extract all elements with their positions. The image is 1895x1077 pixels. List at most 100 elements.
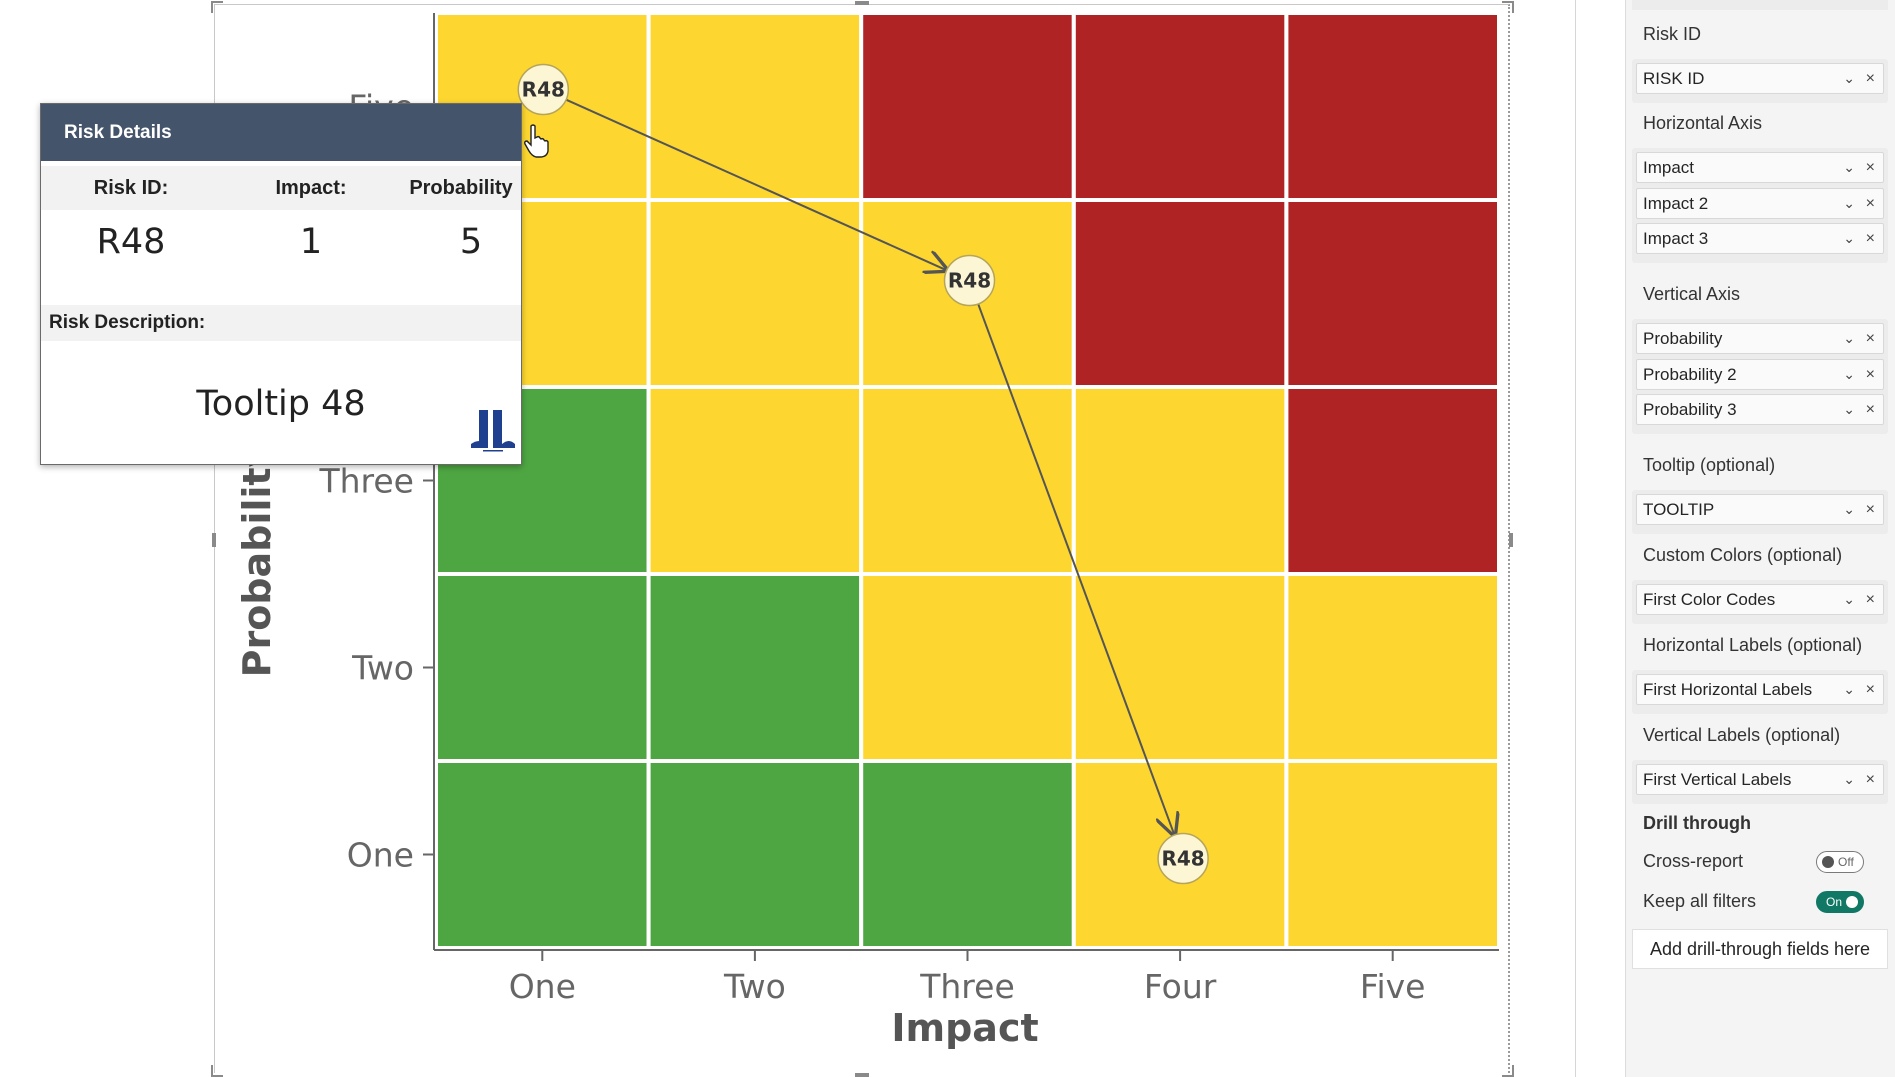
tooltip-risk-id-label: Risk ID: — [41, 166, 221, 210]
tooltip-risk-id-value: R48 — [96, 222, 166, 262]
y-axis-title: Probability — [235, 442, 279, 677]
chevron-down-icon[interactable]: ⌄ — [1843, 159, 1855, 175]
field-pill[interactable]: First Color Codes ⌄ × — [1636, 584, 1884, 615]
matrix-cell — [1071, 11, 1289, 202]
x-tick-label: One — [509, 967, 576, 1006]
risk-bubble[interactable]: R48 — [517, 63, 570, 116]
close-icon[interactable]: × — [1865, 365, 1875, 383]
field-pill[interactable]: First Vertical Labels ⌄ × — [1636, 764, 1884, 795]
visualizations-field-pane: Risk ID RISK ID ⌄ × Horizontal Axis Impact ⌄ × I… — [1625, 0, 1895, 1077]
risk-bubble-label: R48 — [948, 269, 991, 293]
risk-details-tooltip: Risk Details Risk ID: Impact: Probabilit… — [40, 103, 522, 465]
field-pill[interactable]: Impact 2 ⌄ × — [1636, 187, 1884, 219]
drill-through-title: Drill through — [1643, 813, 1751, 833]
x-tick-label: Three — [919, 967, 1015, 1006]
field-well[interactable]: Impact ⌄ × Impact 2 ⌄ × Impact 3 ⌄ × — [1632, 148, 1888, 263]
hand-cursor-icon — [524, 124, 549, 158]
matrix-cell — [859, 759, 1076, 950]
section-label: Vertical Axis — [1643, 284, 1741, 304]
risk-bubble[interactable]: R48 — [943, 254, 996, 307]
field-pill[interactable]: TOOLTIP ⌄ × — [1636, 494, 1884, 525]
close-icon[interactable]: × — [1865, 159, 1875, 176]
pane-divider — [1575, 0, 1576, 1077]
resize-handle-top[interactable] — [855, 1, 869, 5]
y-tick-label: Three — [318, 462, 414, 501]
risk-movement-arrow — [977, 303, 1174, 835]
toggle-knob — [1822, 856, 1834, 868]
resize-handle-bottom[interactable] — [855, 1073, 869, 1077]
field-well[interactable]: First Vertical Labels ⌄ × — [1632, 760, 1888, 804]
resize-handle-top-right[interactable] — [1502, 1, 1514, 13]
section-label: Custom Colors (optional) — [1643, 545, 1843, 565]
close-icon[interactable]: × — [1865, 591, 1875, 608]
matrix-cell — [1071, 572, 1289, 763]
risk-bubble-circle — [943, 254, 996, 307]
field-well[interactable]: RISK ID ⌄ × — [1632, 59, 1888, 103]
field-pill[interactable]: RISK ID ⌄ × — [1636, 63, 1884, 94]
field-name: Probability 2 — [1643, 364, 1737, 384]
resize-handle-left[interactable] — [212, 533, 216, 547]
chevron-down-icon[interactable]: ⌄ — [1843, 70, 1855, 86]
close-icon[interactable]: × — [1865, 194, 1875, 212]
field-pill[interactable]: First Horizontal Labels ⌄ × — [1636, 674, 1884, 705]
field-well[interactable]: First Horizontal Labels ⌄ × — [1632, 670, 1888, 714]
field-name: First Horizontal Labels — [1643, 680, 1813, 699]
risk-bubble-circle — [517, 63, 570, 116]
risk-bubble-label: R48 — [522, 78, 565, 102]
risk-matrix-visual[interactable] — [211, 1, 1514, 1077]
matrix-cell — [434, 572, 651, 763]
field-pill[interactable]: Impact ⌄ × — [1636, 152, 1884, 183]
matrix-cell — [859, 385, 1076, 576]
matrix-cell — [434, 759, 651, 950]
risk-movement-arrow — [565, 98, 947, 271]
chevron-down-icon[interactable]: ⌄ — [1843, 401, 1855, 417]
section-label: Horizontal Axis — [1643, 113, 1763, 133]
close-icon[interactable]: × — [1865, 771, 1875, 788]
cross-report-state: Off — [1838, 855, 1854, 869]
field-pill[interactable]: Probability ⌄ × — [1636, 323, 1884, 354]
chevron-down-icon[interactable]: ⌄ — [1843, 230, 1855, 246]
keep-filters-label: Keep all filters — [1643, 891, 1757, 911]
keep-filters-toggle[interactable]: On — [1816, 891, 1864, 913]
field-well[interactable]: TOOLTIP ⌄ × — [1632, 490, 1888, 534]
chevron-down-icon[interactable]: ⌄ — [1843, 591, 1855, 607]
risk-bubble[interactable]: R48 — [1157, 832, 1209, 885]
chevron-down-icon[interactable]: ⌄ — [1843, 365, 1855, 382]
matrix-cell — [646, 759, 864, 950]
resize-handle-top-left[interactable] — [211, 1, 223, 13]
close-icon[interactable]: × — [1865, 230, 1875, 247]
resize-handle-bottom-left[interactable] — [211, 1065, 223, 1077]
matrix-cell — [859, 572, 1076, 763]
chevron-down-icon[interactable]: ⌄ — [1843, 330, 1855, 346]
chevron-down-icon[interactable]: ⌄ — [1843, 681, 1855, 697]
field-name: RISK ID — [1643, 69, 1705, 88]
field-pill[interactable]: Probability 3 ⌄ × — [1636, 394, 1884, 425]
close-icon[interactable]: × — [1865, 330, 1875, 347]
chevron-down-icon[interactable]: ⌄ — [1843, 501, 1855, 517]
close-icon[interactable]: × — [1865, 501, 1875, 518]
field-name: Probability 3 — [1643, 400, 1737, 419]
matrix-cell — [646, 198, 864, 389]
chevron-down-icon[interactable]: ⌄ — [1843, 771, 1855, 787]
close-icon[interactable]: × — [1865, 681, 1875, 698]
close-icon[interactable]: × — [1865, 70, 1875, 87]
tooltip-impact-label: Impact: — [221, 166, 401, 210]
cross-report-toggle[interactable]: Off — [1816, 851, 1864, 873]
close-icon[interactable]: × — [1865, 401, 1875, 418]
matrix-cell — [646, 385, 864, 576]
add-drill-through-fields-well[interactable]: Add drill-through fields here — [1632, 929, 1888, 969]
resize-handle-right[interactable] — [1509, 533, 1513, 547]
section-label: Vertical Labels (optional) — [1643, 725, 1841, 745]
field-pill[interactable]: Probability 2 ⌄ × — [1636, 358, 1884, 390]
matrix-cell — [1284, 11, 1502, 202]
chevron-down-icon[interactable]: ⌄ — [1843, 194, 1855, 211]
field-name: Impact — [1643, 158, 1695, 177]
x-tick-label: Five — [1360, 967, 1426, 1006]
field-well[interactable]: First Color Codes ⌄ × — [1632, 580, 1888, 624]
tooltip-description-value: Tooltip 48 — [196, 384, 366, 424]
resize-handle-bottom-right[interactable] — [1502, 1065, 1514, 1077]
field-pill[interactable]: Impact 3 ⌄ × — [1636, 223, 1884, 254]
field-well[interactable]: Probability ⌄ × Probability 2 ⌄ × Probability … — [1632, 319, 1888, 434]
